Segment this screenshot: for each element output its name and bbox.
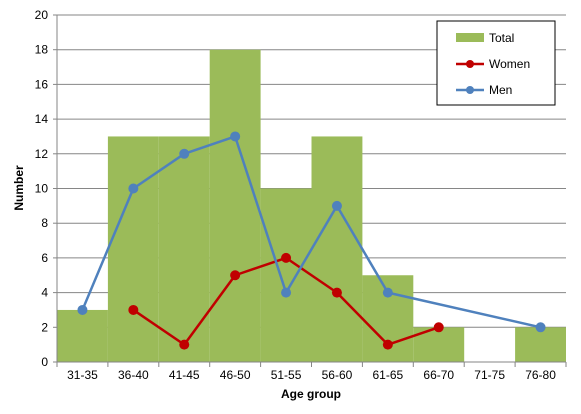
bars-total (57, 49, 566, 362)
x-tick-label: 41-45 (169, 368, 200, 382)
x-tick-label: 61-65 (372, 368, 403, 382)
x-tick-label: 31-35 (67, 368, 98, 382)
men-point (77, 304, 88, 315)
bar-76-80 (515, 327, 566, 362)
y-tick-label: 0 (41, 355, 48, 369)
legend-item-women: Women (456, 57, 530, 71)
series-women (128, 252, 444, 350)
legend-item-total: Total (456, 31, 514, 45)
women-point (128, 304, 139, 315)
y-tick-label: 14 (35, 112, 49, 126)
men-point (281, 287, 292, 298)
legend-item-men: Men (456, 83, 512, 97)
x-tick-labels: 31-35 36-40 41-45 46-50 51-55 56-60 61-65 66-70… (67, 368, 556, 382)
legend-marker-men (466, 86, 474, 94)
x-tick-label: 71-75 (474, 368, 505, 382)
x-tick-label: 51-55 (271, 368, 302, 382)
men-point (535, 322, 546, 333)
men-point (230, 131, 241, 142)
y-axis-title: Number (12, 165, 26, 211)
series-men (77, 131, 546, 333)
women-point (281, 252, 292, 263)
y-tick-label: 2 (41, 320, 48, 334)
bar-31-35 (57, 309, 108, 362)
legend-label-women: Women (489, 57, 530, 71)
legend-marker-women (466, 60, 474, 68)
x-axis-title: Age group (281, 387, 341, 401)
women-point (382, 339, 393, 350)
men-point (382, 287, 393, 298)
y-tick-labels: 0 2 4 6 8 10 12 14 16 18 20 (35, 8, 49, 369)
x-tick-label: 66-70 (423, 368, 454, 382)
x-tick-label: 56-60 (322, 368, 353, 382)
y-tick-label: 8 (41, 216, 48, 230)
y-tick-label: 16 (35, 77, 49, 91)
men-line (81, 135, 541, 329)
bar-36-40 (107, 136, 159, 362)
bar-46-50 (209, 49, 261, 362)
series-lines (77, 131, 546, 350)
bar-41-45 (158, 136, 210, 362)
y-tick-label: 20 (35, 8, 49, 22)
men-point (128, 183, 139, 194)
y-tick-label: 10 (35, 182, 49, 196)
women-point (179, 339, 190, 350)
women-point (331, 287, 342, 298)
x-tick-label: 76-80 (525, 368, 556, 382)
y-tick-label: 4 (41, 286, 48, 300)
y-tick-label: 12 (35, 147, 49, 161)
legend-label-total: Total (489, 31, 514, 45)
legend-swatch-total (456, 33, 484, 42)
x-tick-label: 46-50 (220, 368, 251, 382)
y-tick-label: 6 (41, 251, 48, 265)
women-point (433, 322, 444, 333)
bar-56-60 (311, 136, 363, 362)
legend-label-men: Men (489, 83, 512, 97)
axes (53, 14, 567, 367)
men-point (179, 148, 190, 159)
men-point (331, 200, 342, 211)
legend: Total Women Men (436, 20, 556, 106)
bar-51-55 (260, 188, 312, 362)
y-tick-label: 18 (35, 43, 49, 57)
x-tick-label: 36-40 (118, 368, 149, 382)
women-point (230, 270, 241, 281)
